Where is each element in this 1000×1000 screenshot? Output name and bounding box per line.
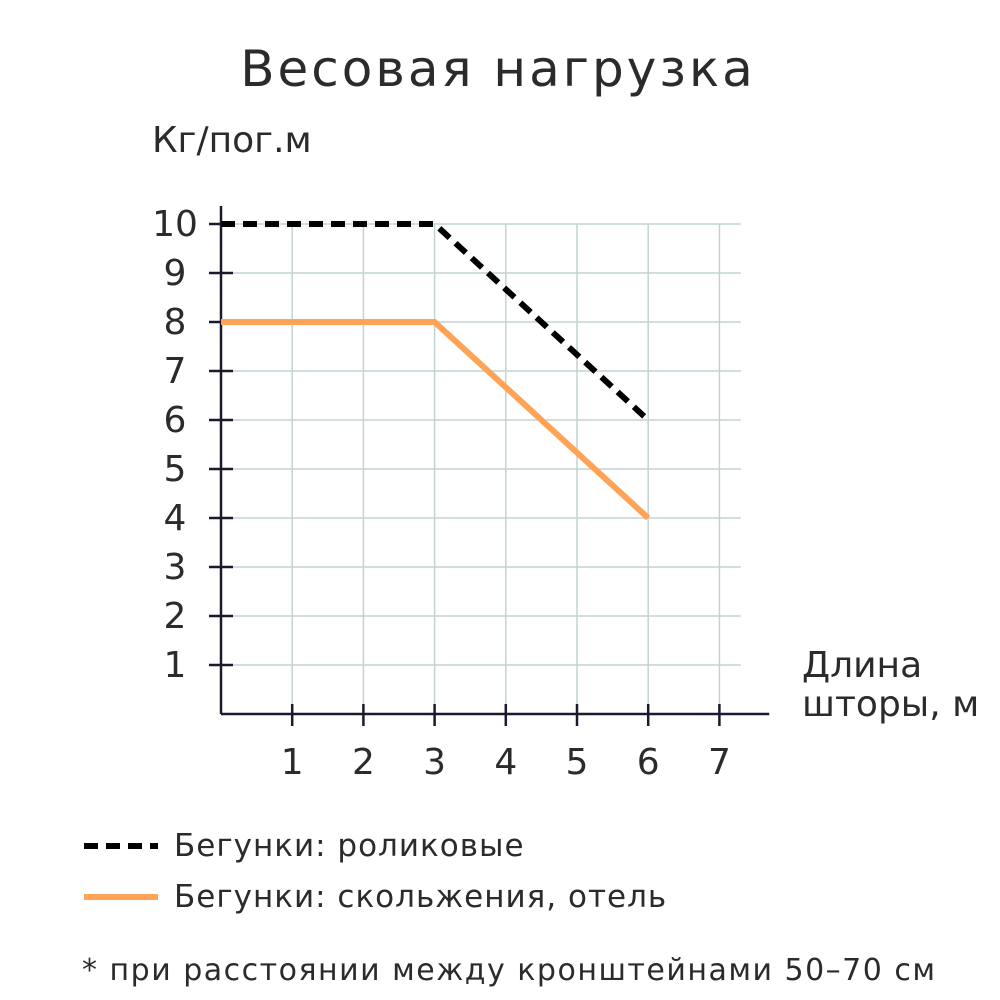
x-tick-label-1: 1 [281,742,304,783]
legend-label-roller: Бегунки: роликовые [174,828,525,864]
x-tick-label-4: 4 [494,742,517,783]
y-axis-label: Кг/пог.м [152,120,312,161]
grid [221,223,741,714]
legend-label-sliding: Бегунки: скольжения, отель [174,879,667,915]
y-tick-label-1: 1 [164,645,187,686]
y-tick-label-7: 7 [164,351,187,392]
x-tick-label-2: 2 [352,742,375,783]
chart-title: Весовая нагрузка [240,40,756,98]
y-tick-label-6: 6 [164,400,187,441]
y-tick-label-5: 5 [164,449,187,490]
y-tick-label-3: 3 [164,547,187,588]
series-line-0 [221,221,651,423]
x-tick-label-3: 3 [423,742,446,783]
y-tick-label-4: 4 [164,498,187,539]
y-tick-label-10: 10 [152,204,198,245]
x-axis-label-line-2: шторы, м [802,684,979,725]
y-tick-label-2: 2 [164,596,187,637]
tick-labels: 1 2 3 4 5 6 7 1 2 3 4 5 6 7 8 9 10 [152,204,731,783]
x-tick-label-5: 5 [566,742,589,783]
x-tick-label-6: 6 [637,742,660,783]
axes [209,206,770,726]
series-line-1 [221,319,651,521]
footnote: * при расстоянии между кронштейнами 50–7… [82,953,937,988]
legend: Бегунки: роликовые Бегунки: скольжения, … [84,828,667,915]
x-axis-label-line-1: Длина [802,645,922,686]
y-tick-label-8: 8 [164,302,187,343]
x-tick-label-7: 7 [708,742,731,783]
series-lines [221,221,651,521]
y-tick-label-9: 9 [164,253,187,294]
